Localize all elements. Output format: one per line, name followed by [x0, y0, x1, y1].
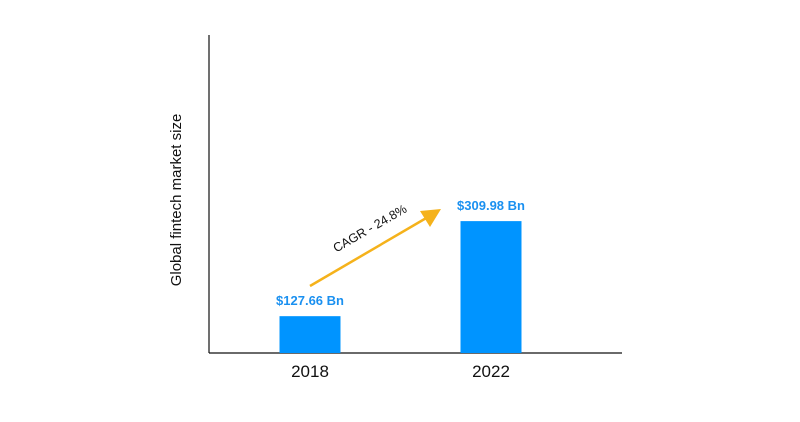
x-tick-label: 2018 — [291, 362, 329, 381]
y-axis-label: Global fintech market size — [168, 114, 185, 287]
cagr-arrow — [309, 215, 429, 288]
data-label: $127.66 Bn — [276, 293, 344, 308]
bar-2022 — [460, 221, 522, 353]
bar-2018 — [279, 316, 341, 353]
cagr-arrowhead — [420, 209, 441, 227]
x-tick-label: 2022 — [472, 362, 510, 381]
cagr-annotation: CAGR - 24.8% — [331, 202, 410, 255]
data-label: $309.98 Bn — [457, 198, 525, 213]
